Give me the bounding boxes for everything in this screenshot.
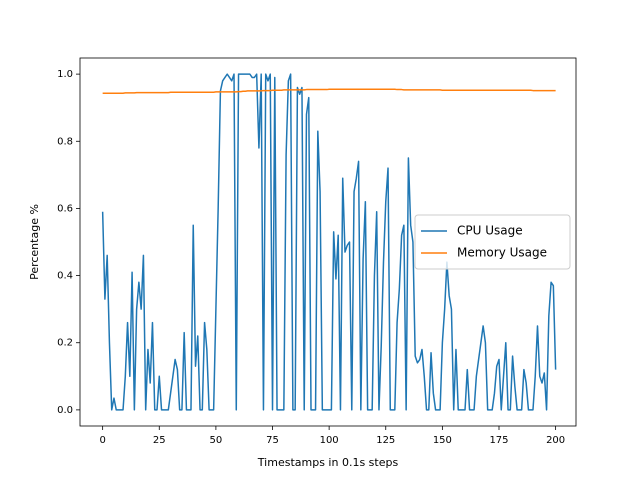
y-tick-label: 1.0 <box>57 69 73 80</box>
x-tick-label: 175 <box>489 435 508 446</box>
y-axis-label: Percentage % <box>28 204 41 280</box>
y-tick-label: 0.2 <box>57 338 73 349</box>
x-tick-label: 50 <box>210 435 223 446</box>
legend-label: Memory Usage <box>457 246 547 260</box>
y-tick-label: 0.6 <box>57 203 73 214</box>
y-tick-label: 0.0 <box>57 405 73 416</box>
y-tick-label: 0.4 <box>57 271 73 282</box>
y-tick-label: 0.8 <box>57 136 73 147</box>
x-tick-label: 75 <box>266 435 279 446</box>
x-axis-label: Timestamps in 0.1s steps <box>257 456 399 469</box>
x-tick-label: 200 <box>546 435 565 446</box>
data-line <box>102 88 556 95</box>
legend: CPU Usage Memory Usage <box>414 214 571 270</box>
data-line <box>101 73 557 411</box>
legend-box <box>414 214 571 270</box>
legend-label: CPU Usage <box>457 224 523 238</box>
plot-frame <box>79 57 577 427</box>
x-tick-label: 125 <box>376 435 395 446</box>
x-tick-label: 150 <box>433 435 452 446</box>
x-tick-label: 100 <box>320 435 339 446</box>
x-tick-label: 0 <box>99 435 105 446</box>
x-tick-label: 25 <box>153 435 166 446</box>
